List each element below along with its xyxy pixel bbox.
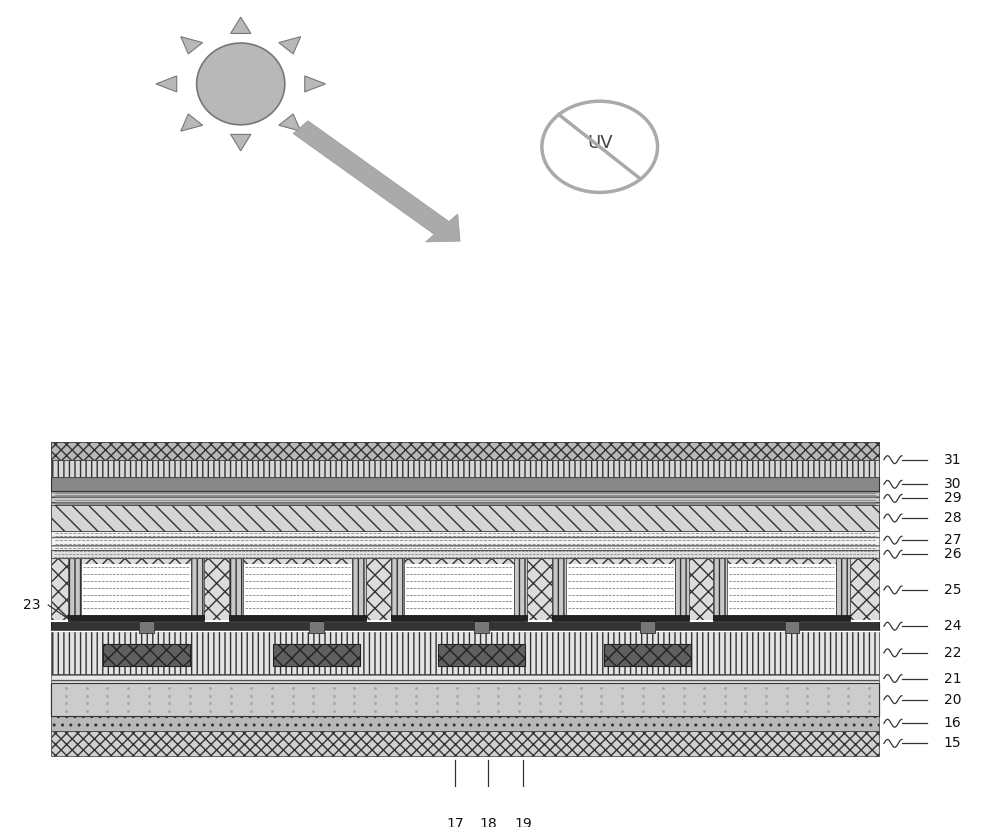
Bar <box>352 558 366 621</box>
Bar <box>51 631 879 674</box>
Bar <box>51 442 879 477</box>
Bar <box>604 643 691 667</box>
Text: 22: 22 <box>944 646 961 660</box>
Polygon shape <box>181 114 203 131</box>
Bar <box>51 460 879 477</box>
Text: 21: 21 <box>944 672 961 686</box>
Bar <box>713 558 727 621</box>
Polygon shape <box>279 36 301 54</box>
Bar <box>713 615 850 621</box>
Bar <box>51 558 879 621</box>
Bar <box>675 558 689 621</box>
Bar <box>474 621 489 633</box>
Bar <box>243 564 352 616</box>
Text: 17: 17 <box>446 817 464 827</box>
Text: 16: 16 <box>944 716 962 730</box>
Bar <box>51 505 879 531</box>
Text: 30: 30 <box>944 477 961 491</box>
Bar <box>51 683 879 715</box>
Text: 15: 15 <box>944 736 961 750</box>
Text: 28: 28 <box>944 511 961 525</box>
Bar <box>51 683 879 715</box>
Bar <box>51 674 879 683</box>
Text: 18: 18 <box>479 817 497 827</box>
Bar <box>191 558 204 621</box>
Bar <box>438 643 525 667</box>
Bar <box>51 731 879 756</box>
Polygon shape <box>181 36 203 54</box>
Text: 26: 26 <box>944 547 961 562</box>
Text: 29: 29 <box>944 491 961 505</box>
Bar <box>81 564 191 616</box>
Bar <box>640 621 655 633</box>
Text: 24: 24 <box>944 619 961 633</box>
FancyArrow shape <box>293 121 460 242</box>
Bar <box>68 558 81 621</box>
Bar <box>552 558 566 621</box>
Bar <box>514 558 527 621</box>
Polygon shape <box>156 76 177 92</box>
Bar <box>68 615 204 621</box>
Bar <box>51 621 879 631</box>
Polygon shape <box>231 17 251 33</box>
Text: 27: 27 <box>944 533 961 547</box>
Text: UV: UV <box>587 134 613 152</box>
Bar <box>229 615 366 621</box>
Bar <box>727 564 836 616</box>
Bar <box>51 550 879 558</box>
Bar <box>139 621 154 633</box>
Text: 31: 31 <box>944 452 961 466</box>
Text: 19: 19 <box>514 817 532 827</box>
Bar <box>51 505 879 531</box>
Bar <box>51 477 879 491</box>
Bar <box>103 643 190 667</box>
Text: 20: 20 <box>944 693 961 706</box>
Polygon shape <box>231 134 251 151</box>
Ellipse shape <box>197 43 285 125</box>
Bar <box>51 442 879 460</box>
Polygon shape <box>305 76 325 92</box>
Text: 25: 25 <box>944 583 961 597</box>
Text: 23: 23 <box>23 598 41 612</box>
Bar <box>391 558 404 621</box>
Bar <box>273 643 360 667</box>
Circle shape <box>542 101 658 193</box>
Bar <box>785 621 799 633</box>
Bar <box>229 558 243 621</box>
Bar <box>51 491 879 505</box>
Bar <box>404 564 514 616</box>
Bar <box>836 558 850 621</box>
Bar <box>552 615 689 621</box>
Polygon shape <box>279 114 301 131</box>
Bar <box>51 715 879 731</box>
Bar <box>51 531 879 550</box>
Bar <box>309 621 324 633</box>
Bar <box>391 615 527 621</box>
Bar <box>566 564 675 616</box>
